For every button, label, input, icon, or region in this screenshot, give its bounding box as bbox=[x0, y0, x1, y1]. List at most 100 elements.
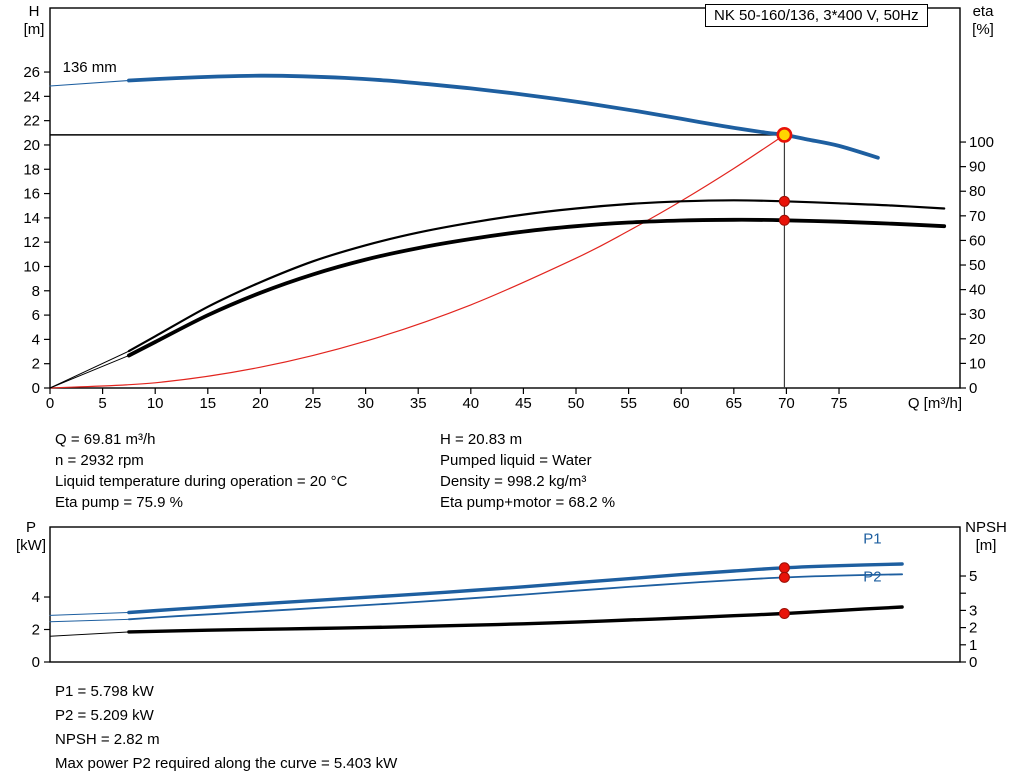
npsh-duty-dot bbox=[778, 608, 790, 620]
y-left-tick-label: 24 bbox=[23, 88, 40, 105]
p2-duty-dot bbox=[778, 571, 790, 583]
p2-curve-label: P2 bbox=[863, 569, 881, 586]
x-tick-label: 55 bbox=[620, 395, 637, 412]
y-left-tick-label: 2 bbox=[32, 622, 40, 639]
y-right-tick-label: 30 bbox=[969, 306, 986, 323]
info-head: H = 20.83 m bbox=[440, 431, 523, 448]
qh-right-axis-title-unit: [%] bbox=[972, 21, 994, 38]
info-npsh: NPSH = 2.82 m bbox=[55, 731, 160, 748]
y-right-tick-label: 70 bbox=[969, 208, 986, 225]
duty-data-block: Q = 69.81 m³/h n = 2932 rpm Liquid tempe… bbox=[55, 429, 615, 513]
x-tick-label: 40 bbox=[462, 395, 479, 412]
y-right-tick-label: 0 bbox=[969, 654, 977, 671]
info-density: Density = 998.2 kg/m³ bbox=[440, 473, 587, 490]
info-eta-pump: Eta pump = 75.9 % bbox=[55, 494, 183, 511]
x-tick-label: 30 bbox=[357, 395, 374, 412]
y-left-tick-label: 10 bbox=[23, 258, 40, 275]
eta-pump-motor-curve bbox=[127, 217, 947, 358]
impeller-curve-leadin bbox=[49, 80, 130, 87]
pw-right-axis-title-symbol: NPSH bbox=[965, 519, 1007, 536]
y-left-tick-label: 26 bbox=[23, 64, 40, 81]
x-tick-label: 45 bbox=[515, 395, 532, 412]
y-left-tick-label: 14 bbox=[23, 210, 40, 227]
x-tick-label: 75 bbox=[831, 395, 848, 412]
y-left-tick-label: 16 bbox=[23, 186, 40, 203]
p1-curve bbox=[127, 562, 904, 615]
qh-eta-chart: 0 5 10 15 20 25 30 35 40 45 50 55 60 65 70 75 Q [m³/h]02… bbox=[23, 7, 994, 412]
y-left-tick-label: 4 bbox=[32, 589, 40, 606]
eta-pump-curve bbox=[127, 199, 946, 353]
y-right-tick-label: 3 bbox=[969, 602, 977, 619]
y-right-tick-label: 20 bbox=[969, 331, 986, 348]
pump-model-box: NK 50-160/136, 3*400 V, 50Hz bbox=[705, 4, 928, 27]
x-tick-label: 10 bbox=[147, 395, 164, 412]
qh-eta-frame bbox=[49, 7, 961, 389]
x-tick-label: 15 bbox=[199, 395, 216, 412]
eta-pump-duty-dot bbox=[778, 195, 790, 207]
x-tick-label: 25 bbox=[305, 395, 322, 412]
x-tick-label: 60 bbox=[673, 395, 690, 412]
duty-point-marker[interactable] bbox=[776, 126, 793, 143]
qh-left-axis-title: H [m] bbox=[16, 3, 52, 39]
x-tick-label: 65 bbox=[725, 395, 742, 412]
duty-data-left-column: Q = 69.81 m³/h n = 2932 rpm Liquid tempe… bbox=[55, 429, 347, 513]
y-right-tick-label: 5 bbox=[969, 568, 977, 585]
qh-left-axis-title-symbol: H bbox=[28, 3, 40, 20]
y-left-tick-label: 0 bbox=[32, 654, 40, 671]
y-left-tick-label: 4 bbox=[32, 331, 40, 348]
pw-left-axis-title-unit: [kW] bbox=[16, 537, 46, 554]
y-left-tick-label: 6 bbox=[32, 307, 40, 324]
y-right-tick-label: 10 bbox=[969, 355, 986, 372]
p1-duty-dot bbox=[778, 562, 790, 574]
y-left-tick-label: 12 bbox=[23, 234, 40, 251]
power-npsh-frame bbox=[49, 526, 961, 663]
y-right-tick-label: 90 bbox=[969, 159, 986, 176]
pw-left-axis-title: P [kW] bbox=[12, 519, 50, 555]
info-pumped-liquid: Pumped liquid = Water bbox=[440, 452, 592, 469]
info-p2: P2 = 5.209 kW bbox=[55, 707, 154, 724]
p1-curve-label: P1 bbox=[863, 530, 881, 547]
p2-curve bbox=[128, 573, 903, 621]
x-tick-label: 35 bbox=[410, 395, 427, 412]
impeller-curve-136mm-label: 136 mm bbox=[63, 59, 117, 76]
x-tick-label: 20 bbox=[252, 395, 269, 412]
npsh-curve bbox=[127, 605, 904, 634]
pw-right-axis-title-unit: [m] bbox=[975, 537, 997, 554]
y-left-tick-label: 22 bbox=[23, 113, 40, 130]
info-max-p2: Max power P2 required along the curve = … bbox=[55, 755, 398, 772]
y-left-tick-label: 2 bbox=[32, 356, 40, 373]
x-axis-unit-label: Q [m³/h] bbox=[908, 395, 962, 412]
y-left-tick-label: 8 bbox=[32, 283, 40, 300]
info-eta-pump-motor: Eta pump+motor = 68.2 % bbox=[440, 494, 616, 511]
impeller-curve-136mm bbox=[127, 73, 880, 160]
pw-right-axis-title: NPSH [m] bbox=[960, 519, 1012, 555]
p1-leadin bbox=[49, 612, 130, 616]
p2-leadin bbox=[49, 618, 130, 623]
power-data-block: P1 = 5.798 kW P2 = 5.209 kW NPSH = 2.82 … bbox=[55, 680, 397, 776]
y-right-tick-label: 50 bbox=[969, 257, 986, 274]
npsh-leadin bbox=[49, 631, 130, 637]
info-liquid-temperature: Liquid temperature during operation = 20… bbox=[55, 473, 348, 490]
pw-left-axis-title-symbol: P bbox=[25, 519, 36, 536]
y-right-tick-label: 40 bbox=[969, 282, 986, 299]
eta-pump-leadin bbox=[49, 350, 130, 389]
y-right-tick-label: 2 bbox=[969, 620, 977, 637]
x-tick-label: 70 bbox=[778, 395, 795, 412]
x-tick-label: 0 bbox=[46, 395, 54, 412]
y-right-tick-label: 1 bbox=[969, 637, 977, 654]
y-right-tick-label: 100 bbox=[969, 134, 994, 151]
y-left-tick-label: 0 bbox=[32, 380, 40, 397]
qh-right-axis-title: eta [%] bbox=[962, 3, 1004, 39]
system-curve bbox=[49, 134, 785, 389]
y-right-tick-label: 60 bbox=[969, 232, 986, 249]
x-tick-label: 5 bbox=[98, 395, 106, 412]
eta-pump-motor-duty-dot bbox=[778, 214, 790, 226]
qh-right-axis-title-symbol: eta bbox=[972, 3, 994, 20]
y-right-tick-label: 0 bbox=[969, 380, 977, 397]
y-left-tick-label: 18 bbox=[23, 161, 40, 178]
info-flow: Q = 69.81 m³/h bbox=[55, 431, 156, 448]
info-speed: n = 2932 rpm bbox=[55, 452, 144, 469]
qh-left-axis-title-unit: [m] bbox=[23, 21, 45, 38]
info-p1: P1 = 5.798 kW bbox=[55, 683, 154, 700]
duty-data-right-column: H = 20.83 m Pumped liquid = Water Densit… bbox=[440, 429, 615, 513]
